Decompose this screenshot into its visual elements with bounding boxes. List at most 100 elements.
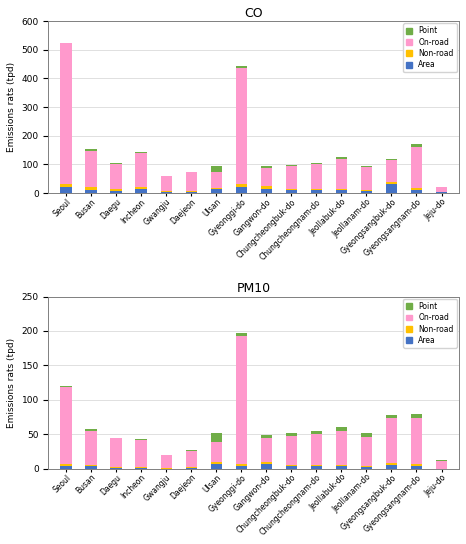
Bar [160,192,172,193]
Bar [436,460,447,461]
Bar [61,465,72,466]
Bar [211,188,222,189]
Bar [236,184,247,187]
Bar [136,153,147,187]
Bar [160,455,172,468]
Bar [436,187,447,191]
Bar [436,461,447,468]
Bar [61,42,72,44]
Bar [211,172,222,188]
Bar [286,465,297,466]
Bar [336,189,347,190]
Bar [85,190,96,193]
Bar [336,427,347,431]
Bar [386,415,397,418]
Bar [411,147,422,188]
Bar [110,164,122,189]
Bar [361,191,372,193]
Bar [260,438,272,462]
Y-axis label: Emissions rats (tpd): Emissions rats (tpd) [7,337,16,428]
Bar [185,191,197,192]
Bar [361,434,372,437]
Legend: Point, On-road, Non-road, Area: Point, On-road, Non-road, Area [403,299,457,348]
Bar [361,467,372,468]
Bar [61,387,72,465]
Bar [386,184,397,193]
Bar [260,168,272,187]
Bar [311,190,322,193]
Bar [311,164,322,189]
Bar [260,465,272,468]
Bar [110,191,122,193]
Bar [236,66,247,68]
Bar [386,160,397,182]
Bar [136,152,147,153]
Title: CO: CO [245,7,263,20]
Bar [61,187,72,193]
Bar [160,191,172,192]
Bar [411,414,422,418]
Bar [336,466,347,468]
Bar [211,462,222,463]
Bar [386,465,397,468]
Legend: Point, On-road, Non-road, Area: Point, On-road, Non-road, Area [403,23,457,72]
Bar [110,438,122,467]
Bar [361,167,372,190]
Bar [286,166,297,189]
Bar [61,466,72,468]
Bar [136,189,147,193]
Bar [436,191,447,192]
Bar [286,433,297,436]
Bar [311,189,322,190]
Bar [260,462,272,465]
Bar [286,466,297,468]
Bar [286,436,297,465]
Bar [311,434,322,465]
Bar [386,418,397,463]
Bar [336,190,347,193]
Bar [236,187,247,193]
Bar [411,418,422,465]
Bar [136,187,147,189]
Bar [110,467,122,468]
Bar [85,151,96,187]
Bar [411,144,422,147]
Bar [185,172,197,191]
Bar [236,68,247,184]
Bar [411,466,422,468]
Bar [160,176,172,191]
Bar [386,159,397,160]
Bar [336,465,347,466]
Bar [236,466,247,468]
Bar [361,166,372,167]
Bar [211,166,222,172]
Bar [311,431,322,434]
Bar [361,466,372,467]
Bar [61,386,72,387]
Bar [85,149,96,151]
Bar [110,163,122,164]
Bar [361,190,372,191]
Bar [185,192,197,193]
Bar [211,434,222,442]
Bar [85,431,96,465]
Bar [85,466,96,468]
Bar [110,189,122,191]
Bar [185,450,197,467]
Bar [286,189,297,190]
Bar [386,463,397,465]
Bar [85,429,96,431]
Bar [236,463,247,466]
Bar [411,465,422,466]
Bar [336,157,347,159]
Y-axis label: Emissions rats (tpd): Emissions rats (tpd) [7,62,16,152]
Bar [311,466,322,468]
Title: PM10: PM10 [237,282,271,295]
Bar [85,187,96,190]
Bar [311,163,322,164]
Bar [260,187,272,189]
Bar [336,431,347,465]
Bar [136,440,147,467]
Bar [260,189,272,193]
Bar [211,189,222,193]
